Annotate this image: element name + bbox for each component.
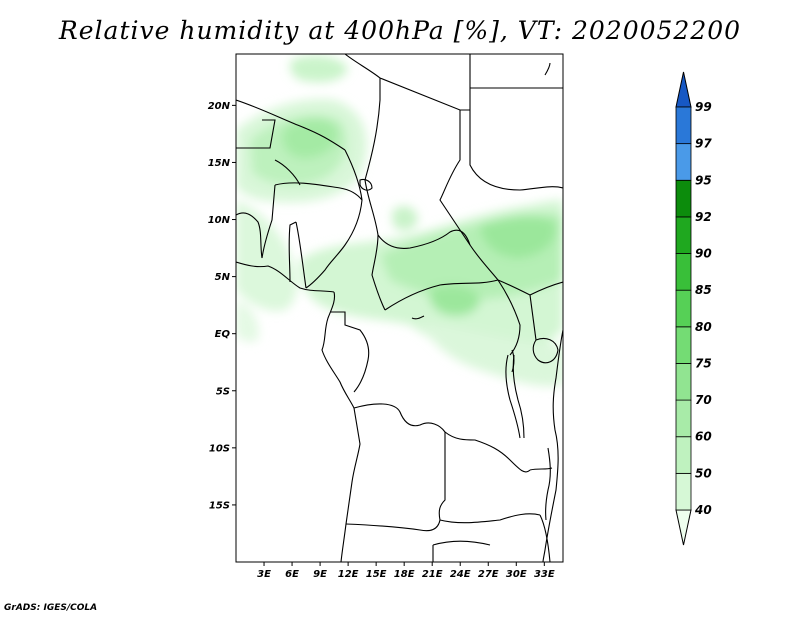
colorbar-lower-triangle [675,509,692,546]
latitude-label: 20N [208,101,231,112]
humidity-region-lakes [420,320,563,387]
border-uganda-kenya [529,294,537,341]
border-niger-chad [344,149,363,201]
border-chad-car [377,229,471,249]
colorbar-label: 85 [695,283,712,297]
border-benin [295,221,307,289]
longitude-label: 24E [450,569,471,580]
colorbar-label: 40 [694,503,712,517]
border-libya-chad [344,54,381,100]
coastline-central-africa [321,291,361,562]
border-nigeria-cameroon [305,199,363,289]
latitude-label: 10N [208,215,231,226]
colorbar-label: 50 [695,466,712,480]
border-algeria-niger [236,99,346,151]
country-boundaries [236,54,563,562]
red-sea-coast [544,62,551,76]
colorbar-swatch [675,216,692,254]
lake-tanganyika [505,354,521,439]
longitude-label: 3E [257,569,271,580]
longitude-axis: 3E 6E 9E 12E 15E 18E 21E 24E 27E 30E 33E [257,562,555,580]
map-title: Relative humidity at 400hPa [%], VT: 202… [58,16,742,45]
border-angola-namibia [345,519,441,532]
humidity-region-northern-spot [392,206,418,231]
humidity-region-congo-spot [236,300,259,343]
coastline-east-africa [542,329,563,562]
colorbar-label: 99 [695,100,712,114]
colorbar-swatch [675,363,692,401]
colorbar-label: 95 [695,173,712,187]
colorbar-label: 75 [695,356,712,370]
longitude-label: 9E [313,569,327,580]
lake-chad [359,178,373,191]
border-drc-east [497,279,521,356]
colorbar-label: 80 [695,320,712,334]
map-frame [235,53,564,563]
border-gabon-congo [330,311,370,393]
longitude-label: 27E [478,569,499,580]
latitude-label: 10S [209,443,230,454]
latitude-label: 15N [208,158,231,169]
colorbar-swatch [675,253,692,291]
border-cameroon-car [371,234,386,311]
humidity-region-east-peak [480,215,556,258]
border-botswana-south [432,540,491,546]
longitude-label: 33E [534,569,555,580]
colorbar: 40 50 60 70 75 80 85 90 92 95 97 99 [675,71,712,546]
lake-victoria [532,337,559,364]
longitude-label: 30E [506,569,527,580]
longitude-label: 21E [422,569,443,580]
latitude-label: 5N [215,272,231,283]
border-mozambique-malawi [539,514,551,562]
border-tanzania-mozambique [529,467,553,471]
colorbar-swatch [675,179,692,218]
colorbar-swatch [675,106,692,145]
coastline-west-africa [236,261,335,293]
colorbar-swatch [675,326,692,364]
longitude-label: 15E [366,569,387,580]
colorbar-upper-triangle [675,71,692,108]
border-ghana [288,221,297,283]
border-car-drc [384,279,499,311]
colorbar-swatch [675,143,692,181]
colorbar-label: 97 [695,137,712,151]
latitude-label: 15S [209,500,230,511]
longitude-label: 6E [285,569,299,580]
colorbar-swatch [675,399,692,438]
lake-albert [511,349,515,373]
border-niger-nigeria [274,182,363,201]
border-ethiopia [469,110,563,191]
lake-malawi [545,447,551,521]
colorbar-label: 90 [695,247,712,261]
colorbar-swatch [675,289,692,328]
colorbar-swatch [675,472,692,511]
border-guinea-region [236,212,263,259]
latitude-label: EQ [215,329,231,340]
border-sudan-north [379,77,470,111]
grads-credit: GrADS: IGES/COLA [4,603,98,613]
humidity-field [236,55,563,387]
colorbar-label: 70 [695,393,712,407]
humidity-region-north-top [290,55,348,83]
humidity-region-northwest-peak [282,118,339,159]
border-angola-zambia [438,432,446,521]
colorbar-swatch [675,436,692,474]
colorbar-label: 92 [695,210,712,224]
congo-river [411,315,425,320]
latitude-axis: 20N 15N 10N 5N EQ 5S 10S 15S [208,101,236,511]
latitude-label: 5S [216,386,230,397]
border-kenya-ethiopia [529,281,563,296]
border-mali-mauritania [236,119,276,149]
colorbar-label: 60 [695,430,712,444]
border-zambia-zimbabwe [439,513,541,524]
humidity-region-west [236,200,297,311]
border-drc-angola [353,403,531,473]
border-chad-sudan [364,99,381,236]
longitude-label: 12E [338,569,359,580]
border-ivory-coast [261,184,276,259]
humidity-region-central-peak [429,285,480,316]
longitude-label: 18E [394,569,415,580]
